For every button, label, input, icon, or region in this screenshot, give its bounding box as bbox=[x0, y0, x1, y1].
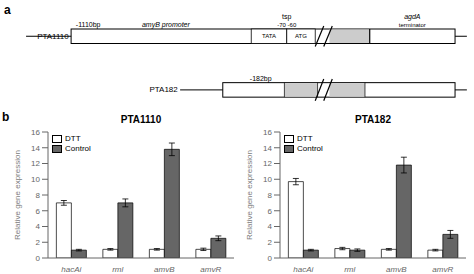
svg-text:Relative gene expression: Relative gene expression bbox=[245, 150, 254, 240]
svg-text:6: 6 bbox=[268, 207, 273, 216]
svg-text:8: 8 bbox=[268, 191, 273, 200]
svg-text:16: 16 bbox=[263, 128, 272, 137]
html-text:PTA1110: PTA1110 bbox=[120, 114, 162, 125]
svg-text:10: 10 bbox=[263, 175, 272, 184]
svg-text:Relative gene expression: Relative gene expression bbox=[13, 150, 22, 240]
svg-text:16: 16 bbox=[31, 128, 40, 137]
svg-text:terminator: terminator bbox=[399, 22, 426, 28]
svg-text:tsp: tsp bbox=[282, 13, 291, 21]
svg-text:10: 10 bbox=[31, 175, 40, 184]
svg-text:hacAi: hacAi bbox=[61, 265, 81, 272]
svg-text:14: 14 bbox=[263, 144, 272, 153]
svg-text:4: 4 bbox=[36, 222, 41, 231]
svg-text:2: 2 bbox=[268, 238, 273, 247]
svg-text:amyR: amyR bbox=[200, 265, 221, 272]
svg-text:0: 0 bbox=[268, 254, 273, 263]
svg-text:ATG: ATG bbox=[295, 33, 307, 39]
svg-text:TATA: TATA bbox=[262, 33, 276, 39]
svg-text:amyB: amyB bbox=[386, 265, 407, 272]
svg-text:rml: rml bbox=[344, 265, 355, 272]
svg-text:4: 4 bbox=[268, 222, 273, 231]
svg-text:8: 8 bbox=[36, 191, 41, 200]
svg-text:0: 0 bbox=[36, 254, 41, 263]
html-text:PTA182: PTA182 bbox=[355, 114, 391, 125]
html-text:Control: Control bbox=[65, 144, 91, 153]
svg-text:12: 12 bbox=[31, 159, 40, 168]
svg-text:12: 12 bbox=[263, 159, 272, 168]
svg-text:amyB: amyB bbox=[154, 265, 175, 272]
svg-text:6: 6 bbox=[36, 207, 41, 216]
svg-text:hacAi: hacAi bbox=[293, 265, 313, 272]
html-text:b: b bbox=[2, 110, 10, 124]
svg-text:rml: rml bbox=[112, 265, 123, 272]
svg-text:-1110bp: -1110bp bbox=[76, 21, 101, 29]
svg-text:-182bp: -182bp bbox=[250, 75, 272, 83]
svg-text:14: 14 bbox=[31, 144, 40, 153]
svg-text:amyR: amyR bbox=[432, 265, 453, 272]
svg-text:agdA: agdA bbox=[404, 13, 421, 21]
html-text:DTT: DTT bbox=[65, 134, 81, 143]
html-text:Control: Control bbox=[297, 144, 323, 153]
svg-text:a: a bbox=[8, 3, 11, 17]
svg-text:PTA182: PTA182 bbox=[149, 85, 178, 94]
html-text:DTT: DTT bbox=[297, 134, 313, 143]
svg-text:amyB promoter: amyB promoter bbox=[142, 21, 191, 29]
svg-text:2: 2 bbox=[36, 238, 41, 247]
svg-text:PTA1110: PTA1110 bbox=[37, 32, 69, 41]
svg-text:-70 -60: -70 -60 bbox=[277, 22, 297, 28]
